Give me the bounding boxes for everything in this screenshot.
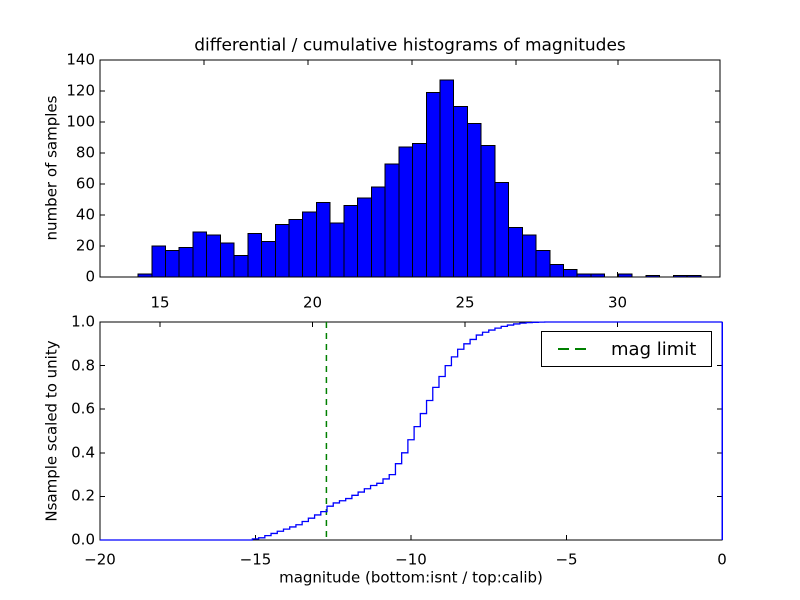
- cumulative-curve: [100, 321, 722, 541]
- legend: mag limit: [541, 331, 712, 367]
- isnt-xtick-label: −15: [239, 550, 272, 569]
- top-ytick-label: 20: [75, 236, 95, 255]
- top-ytick-label: 140: [66, 50, 95, 69]
- bottom-ytick-label: 0.0: [71, 530, 95, 549]
- bottom-ytick-label: 1.0: [71, 312, 95, 331]
- legend-dashed-line-icon: [558, 348, 586, 350]
- bottom-xlabel: magnitude (bottom:isnt / top:calib): [279, 568, 543, 587]
- top-axes-frame: [99, 59, 721, 278]
- bottom-ytick-label: 0.6: [71, 399, 95, 418]
- histogram-bars: [137, 79, 702, 278]
- isnt-xtick-label: 0: [717, 550, 727, 569]
- bottom-ytick-label: 0.4: [71, 443, 95, 462]
- isnt-xtick-label: −20: [84, 550, 116, 569]
- calib-xtick-label: 20: [302, 293, 323, 312]
- top-ylabel: number of samples: [42, 95, 61, 241]
- isnt-xtick-label: −10: [395, 550, 427, 569]
- top-ytick-label: 80: [75, 143, 95, 162]
- top-ytick-label: 0: [85, 267, 95, 286]
- legend-label: mag limit: [611, 338, 697, 360]
- top-ytick-label: 120: [66, 81, 95, 100]
- top-ytick-label: 40: [75, 205, 95, 224]
- bottom-ytick-label: 0.8: [71, 356, 95, 375]
- chart-title: differential / cumulative histograms of …: [194, 35, 626, 56]
- calib-xtick-label: 30: [607, 293, 628, 312]
- bottom-ylabel: Nsample scaled to unity: [42, 340, 61, 522]
- calib-xtick-label: 25: [455, 293, 475, 312]
- bottom-ytick-label: 0.2: [71, 486, 95, 505]
- isnt-xtick-label: −5: [555, 550, 578, 569]
- calib-xtick-label: 15: [150, 293, 170, 312]
- top-ytick-label: 100: [66, 112, 95, 131]
- top-ytick-label: 60: [75, 174, 95, 193]
